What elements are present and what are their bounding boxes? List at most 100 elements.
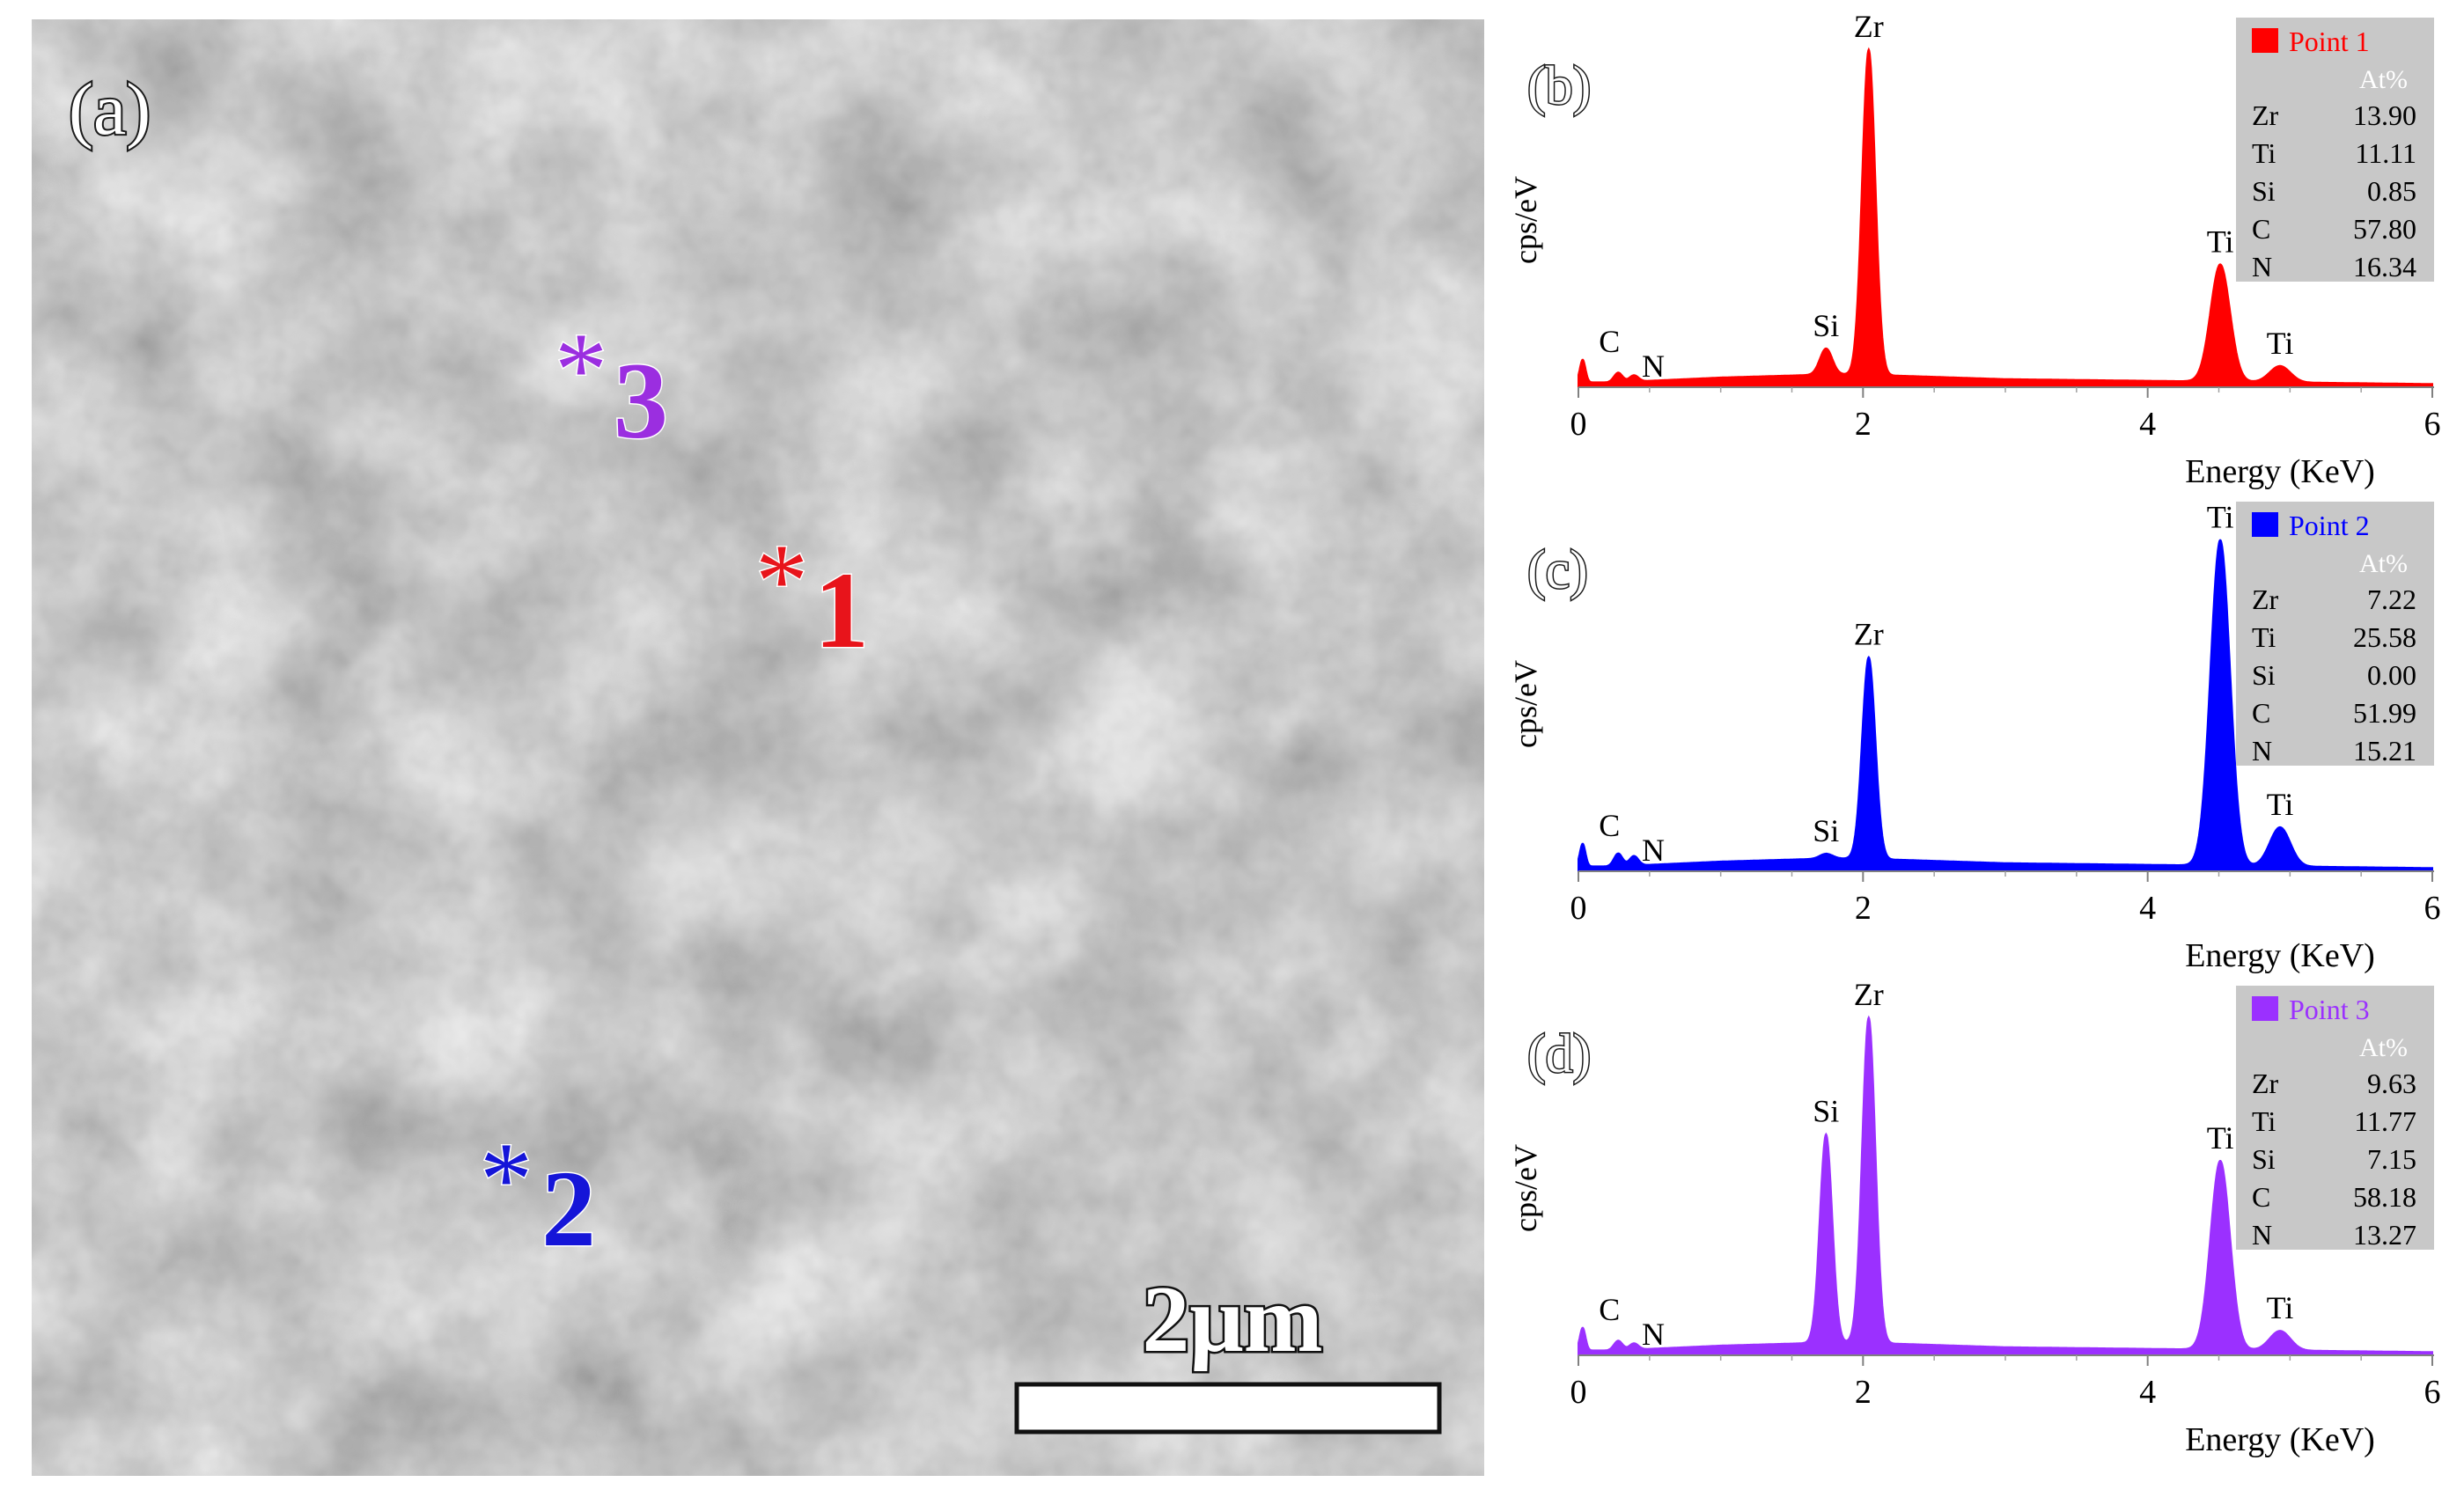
composition-legend: Point 3 At% Zr 9.63 Ti 11.77 Si 7.15 C 58.18 N 13.2…: [2236, 986, 2434, 1251]
composition-legend: Point 1 At% Zr 13.90 Ti 11.11 Si 0.85 C 57.80 N 16.…: [2236, 18, 2434, 283]
peak-label-zr: Zr: [1854, 977, 1884, 1012]
spectrum-series-2: [1578, 539, 2433, 872]
legend-value-c: 58.18: [2353, 1181, 2416, 1213]
micrograph-panel-label: (a): [69, 69, 151, 150]
peak-label-si: Si: [1813, 308, 1839, 343]
spectrum-series-1: [1578, 47, 2433, 388]
x-tick-label: 2: [1855, 406, 1872, 443]
peak-label-ti: Ti: [2207, 1120, 2234, 1156]
legend-element-ti: Ti: [2252, 1105, 2276, 1137]
legend-element-c: C: [2252, 697, 2270, 729]
legend-element-ti: Ti: [2252, 137, 2276, 169]
legend-value-n: 15.21: [2353, 735, 2416, 767]
legend-box: [2236, 986, 2434, 1250]
scale-bar: [1014, 1382, 1442, 1435]
legend-element-zr: Zr: [2252, 1068, 2279, 1099]
marker-1-asterisk: *: [755, 522, 808, 639]
legend-value-zr: 7.22: [2367, 583, 2416, 615]
x-tick-label: 0: [1570, 1374, 1587, 1411]
legend-element-n: N: [2252, 1219, 2272, 1251]
peak-label-c: C: [1599, 324, 1620, 359]
panel-label: (d): [1527, 1024, 1591, 1084]
x-axis-title: Energy (KeV): [2185, 1421, 2375, 1458]
legend-element-si: Si: [2252, 175, 2276, 207]
x-tick-label: 6: [2424, 1374, 2441, 1411]
panel-label: (c): [1527, 540, 1588, 600]
legend-element-zr: Zr: [2252, 99, 2279, 131]
panel-label: (b): [1527, 56, 1591, 116]
marker-point-3: * 3: [554, 310, 670, 463]
y-axis-title: cps/eV: [1508, 660, 1543, 748]
peak-label-zr: Zr: [1854, 9, 1884, 44]
marker-2-asterisk: *: [480, 1120, 533, 1237]
marker-3-number: 3: [614, 341, 668, 461]
x-tick-label: 6: [2424, 890, 2441, 927]
x-tick-label: 4: [2139, 890, 2156, 927]
x-tick-label: 0: [1570, 890, 1587, 927]
marker-point-1: * 1: [754, 521, 871, 672]
legend-series-name: Point 2: [2289, 510, 2370, 541]
legend-value-n: 16.34: [2353, 251, 2416, 283]
x-tick-label: 4: [2139, 406, 2156, 443]
legend-value-si: 7.15: [2367, 1143, 2416, 1175]
x-axis-title: Energy (KeV): [2185, 453, 2375, 490]
legend-value-ti: 11.11: [2355, 137, 2416, 169]
legend-swatch: [2252, 28, 2278, 53]
peak-label-ti: Ti: [2267, 1290, 2294, 1325]
peak-label-c: C: [1599, 1292, 1620, 1327]
x-tick-label: 0: [1570, 406, 1587, 443]
peak-label-ti: Ti: [2267, 787, 2294, 822]
y-axis-title: cps/eV: [1508, 176, 1543, 264]
legend-element-ti: Ti: [2252, 621, 2276, 653]
legend-unit: At%: [2359, 65, 2408, 94]
legend-swatch: [2252, 996, 2278, 1021]
legend-value-c: 51.99: [2353, 697, 2416, 729]
x-tick-label: 6: [2424, 406, 2441, 443]
legend-value-si: 0.00: [2367, 659, 2416, 691]
legend-element-zr: Zr: [2252, 583, 2279, 615]
legend-value-ti: 11.77: [2354, 1105, 2416, 1137]
peak-label-c: C: [1599, 808, 1620, 843]
legend-series-name: Point 1: [2289, 26, 2370, 57]
legend-element-si: Si: [2252, 1143, 2276, 1175]
peak-label-n: N: [1642, 833, 1665, 868]
legend-value-si: 0.85: [2367, 175, 2416, 207]
x-tick-label: 2: [1855, 890, 1872, 927]
peak-label-n: N: [1642, 1317, 1665, 1352]
legend-element-si: Si: [2252, 659, 2276, 691]
peak-label-si: Si: [1813, 813, 1839, 848]
legend-swatch: [2252, 512, 2278, 537]
legend-element-c: C: [2252, 1181, 2270, 1213]
legend-series-name: Point 3: [2289, 994, 2370, 1025]
x-tick-label: 4: [2139, 1374, 2156, 1411]
legend-element-n: N: [2252, 251, 2272, 283]
legend-unit: At%: [2359, 549, 2408, 578]
legend-element-c: C: [2252, 213, 2270, 245]
legend-value-zr: 9.63: [2367, 1068, 2416, 1099]
legend-unit: At%: [2359, 1033, 2408, 1062]
composition-legend: Point 2 At% Zr 7.22 Ti 25.58 Si 0.00 C 51.99 N 15.2…: [2236, 502, 2434, 767]
scale-bar-label: 2μm: [1142, 1267, 1322, 1372]
sem-micrograph: (a) * 1 * 2 * 3 2μm: [32, 19, 1484, 1476]
peak-label-n: N: [1642, 349, 1665, 384]
peak-label-ti: Ti: [2207, 500, 2234, 535]
x-tick-label: 2: [1855, 1374, 1872, 1411]
spectrum-series-3: [1578, 1015, 2433, 1356]
peak-label-ti: Ti: [2207, 224, 2234, 259]
y-axis-title: cps/eV: [1508, 1144, 1543, 1232]
legend-value-zr: 13.90: [2353, 99, 2416, 131]
peak-label-zr: Zr: [1854, 617, 1884, 652]
marker-1-number: 1: [814, 550, 869, 671]
legend-box: [2236, 502, 2434, 766]
legend-value-n: 13.27: [2353, 1219, 2416, 1251]
x-axis-title: Energy (KeV): [2185, 937, 2375, 974]
marker-point-2: * 2: [479, 1119, 598, 1271]
legend-element-n: N: [2252, 735, 2272, 767]
peak-label-si: Si: [1813, 1094, 1839, 1129]
marker-2-number: 2: [541, 1148, 596, 1269]
